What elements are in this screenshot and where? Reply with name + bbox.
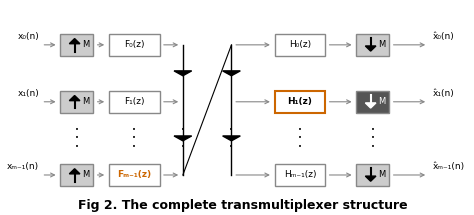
Text: •
•
•: • • •	[371, 127, 375, 150]
Polygon shape	[365, 46, 376, 51]
Polygon shape	[174, 71, 191, 76]
Text: x̂ₘ₋₁(n): x̂ₘ₋₁(n)	[432, 162, 465, 171]
Bar	[274, 164, 325, 186]
Text: Fig 2. The complete transmultiplexer structure: Fig 2. The complete transmultiplexer str…	[78, 199, 407, 212]
Text: M: M	[378, 170, 385, 180]
Bar	[109, 164, 160, 186]
Text: H₁(z): H₁(z)	[288, 97, 312, 106]
Bar	[60, 164, 93, 186]
Text: M: M	[82, 170, 90, 180]
Polygon shape	[223, 71, 240, 76]
Text: M: M	[378, 97, 385, 106]
Bar	[274, 91, 325, 113]
Bar	[356, 164, 390, 186]
Polygon shape	[69, 95, 80, 101]
Polygon shape	[223, 136, 240, 141]
Text: Hₘ₋₁(z): Hₘ₋₁(z)	[284, 170, 316, 180]
Text: •
•
•: • • •	[75, 127, 79, 150]
Bar	[60, 34, 93, 56]
Text: •
•
•: • • •	[298, 127, 302, 150]
Text: M: M	[378, 40, 385, 49]
Polygon shape	[365, 176, 376, 181]
Text: M: M	[82, 40, 90, 49]
Text: •
•
•: • • •	[132, 127, 136, 150]
Bar	[274, 34, 325, 56]
Text: x̂₀(n): x̂₀(n)	[432, 32, 454, 41]
Text: M: M	[82, 97, 90, 106]
Bar	[356, 34, 390, 56]
Bar	[109, 91, 160, 113]
Text: xₘ₋₁(n): xₘ₋₁(n)	[7, 162, 39, 171]
Polygon shape	[365, 103, 376, 108]
Text: •
•
•: • • •	[181, 127, 185, 150]
Text: F₁(z): F₁(z)	[124, 97, 145, 106]
Text: x₀(n): x₀(n)	[18, 32, 39, 41]
Polygon shape	[69, 169, 80, 174]
Text: F₀(z): F₀(z)	[124, 40, 145, 49]
Text: H₀(z): H₀(z)	[289, 40, 311, 49]
Polygon shape	[69, 38, 80, 44]
Bar	[109, 34, 160, 56]
Text: •
•
•: • • •	[229, 127, 234, 150]
Bar	[60, 91, 93, 113]
Polygon shape	[174, 136, 191, 141]
Text: x̂₁(n): x̂₁(n)	[432, 89, 454, 98]
Text: Fₘ₋₁(z): Fₘ₋₁(z)	[117, 170, 151, 180]
Text: x₁(n): x₁(n)	[18, 89, 39, 98]
Bar	[356, 91, 390, 113]
